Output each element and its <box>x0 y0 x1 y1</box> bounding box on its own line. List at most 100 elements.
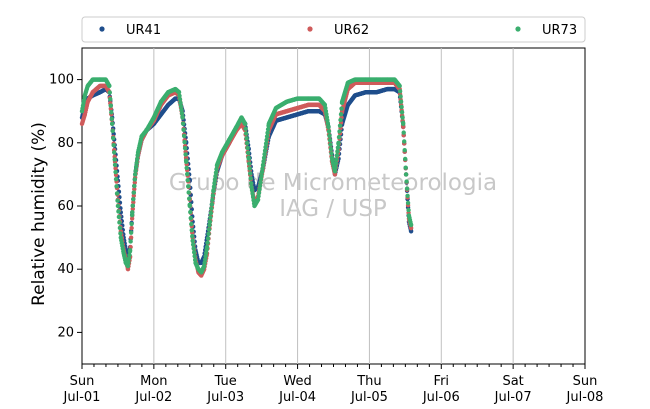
data-point <box>205 240 210 245</box>
x-tick-label-date: Jul-07 <box>494 390 532 405</box>
data-point <box>332 172 338 177</box>
x-tick-label-day: Wed <box>283 374 311 389</box>
data-point <box>202 257 208 262</box>
data-point <box>110 135 116 141</box>
data-point <box>334 157 339 162</box>
data-point <box>250 191 255 196</box>
data-point <box>108 106 114 111</box>
data-point <box>258 176 264 182</box>
legend-marker-ur62 <box>307 26 313 32</box>
data-point <box>265 130 270 136</box>
data-point <box>207 222 212 228</box>
data-point <box>404 186 410 191</box>
data-point <box>212 177 218 182</box>
data-point <box>337 123 343 128</box>
data-point <box>112 162 118 168</box>
data-point <box>182 139 187 145</box>
data-point <box>111 150 117 155</box>
data-point <box>132 183 137 189</box>
data-point <box>244 136 249 141</box>
data-point <box>117 220 122 225</box>
data-point <box>128 239 133 244</box>
legend-label-ur62: UR62 <box>334 23 369 38</box>
data-point <box>264 137 269 143</box>
data-point <box>115 203 121 209</box>
data-point <box>258 180 263 185</box>
data-point <box>398 94 403 99</box>
data-point <box>405 200 411 206</box>
legend-label-ur73: UR73 <box>542 23 577 38</box>
data-point <box>327 137 333 143</box>
data-point <box>326 124 331 130</box>
data-point <box>182 146 188 151</box>
x-tick-label-day: Thu <box>356 374 381 389</box>
data-point <box>131 196 136 202</box>
x-tick-label-day: Tue <box>214 374 237 389</box>
data-point <box>399 104 404 110</box>
data-point <box>326 129 332 134</box>
data-point <box>263 144 268 150</box>
data-point <box>402 139 407 144</box>
data-point <box>130 203 135 208</box>
data-point <box>190 242 196 247</box>
data-point <box>259 169 265 175</box>
x-tick-label-date: Jul-01 <box>63 390 101 405</box>
data-point <box>213 170 219 175</box>
x-tick-label-date: Jul-08 <box>566 390 604 405</box>
data-point <box>338 117 343 123</box>
data-point <box>335 149 340 154</box>
data-point <box>188 209 193 215</box>
data-point <box>408 229 414 234</box>
data-point <box>333 165 338 170</box>
data-point <box>256 190 262 195</box>
data-point <box>332 169 338 174</box>
data-point <box>109 110 114 115</box>
data-point <box>192 253 197 259</box>
data-point <box>242 121 248 127</box>
data-point <box>132 186 137 192</box>
data-point <box>260 166 265 171</box>
data-point <box>263 141 269 146</box>
data-point <box>129 221 134 227</box>
legend-marker-ur73 <box>515 26 521 32</box>
data-point <box>211 184 217 189</box>
x-axis: SunJul-01MonJul-02TueJul-03WedJul-04ThuJ… <box>63 364 604 405</box>
data-point <box>259 173 264 178</box>
data-point <box>265 127 271 132</box>
x-tick-label-date: Jul-05 <box>350 390 388 405</box>
data-point <box>183 159 189 164</box>
x-tick-label-day: Sun <box>573 374 598 389</box>
data-point <box>328 146 334 152</box>
data-point <box>244 140 250 146</box>
data-point <box>130 206 135 212</box>
data-point <box>243 131 249 136</box>
data-point <box>339 106 344 111</box>
data-point <box>111 143 116 148</box>
data-point <box>128 230 134 235</box>
data-point <box>328 142 333 147</box>
x-tick-label-date: Jul-04 <box>278 390 316 405</box>
data-point <box>333 161 339 166</box>
data-point <box>264 134 270 139</box>
data-point <box>127 252 132 258</box>
data-point <box>214 166 219 172</box>
data-point <box>204 244 210 250</box>
data-point <box>109 121 115 127</box>
data-point <box>176 90 182 95</box>
data-point <box>118 231 123 236</box>
data-point <box>203 253 208 259</box>
data-point <box>183 152 188 157</box>
data-point <box>249 181 254 186</box>
data-point <box>107 90 113 95</box>
data-point <box>336 140 341 145</box>
data-point <box>179 111 185 116</box>
data-point <box>178 100 183 105</box>
data-point <box>256 194 261 199</box>
data-point <box>262 152 267 157</box>
data-point <box>180 121 186 126</box>
data-point <box>406 207 411 213</box>
data-point <box>207 219 213 224</box>
data-point <box>177 93 182 98</box>
data-point <box>203 250 209 256</box>
data-point <box>191 250 197 255</box>
